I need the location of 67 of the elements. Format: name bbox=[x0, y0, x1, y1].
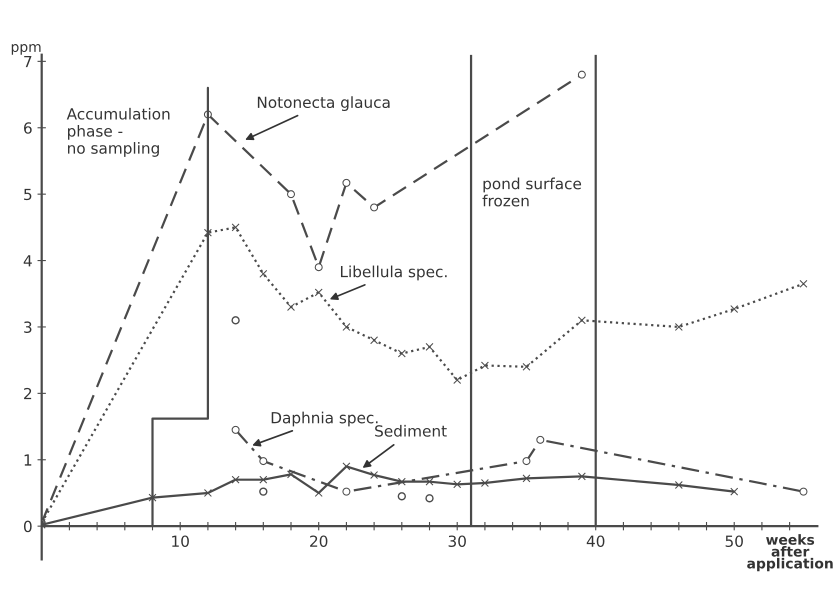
point bbox=[231, 316, 240, 324]
point bbox=[342, 488, 350, 496]
point bbox=[536, 436, 544, 444]
y-tick-label: 5 bbox=[24, 188, 32, 200]
point bbox=[578, 316, 586, 324]
point bbox=[370, 336, 378, 344]
point bbox=[730, 488, 738, 496]
x-axis-title: weeks after application bbox=[747, 534, 833, 572]
ref-line-label: pond surface frozen bbox=[482, 178, 582, 206]
point bbox=[342, 462, 350, 470]
point bbox=[674, 322, 683, 331]
point bbox=[453, 480, 462, 488]
point bbox=[426, 342, 434, 351]
point bbox=[287, 190, 295, 198]
y-tick-label: 6 bbox=[24, 122, 32, 134]
x-tick-label: 20 bbox=[310, 535, 328, 548]
y-tick-label: 1 bbox=[24, 454, 32, 466]
point bbox=[342, 178, 350, 187]
y-tick-label: 0 bbox=[24, 520, 32, 532]
point bbox=[370, 203, 378, 212]
point bbox=[799, 280, 808, 288]
x-tick-label: 40 bbox=[586, 535, 604, 548]
point bbox=[204, 228, 212, 237]
point bbox=[287, 303, 295, 312]
point bbox=[425, 494, 434, 502]
point bbox=[287, 470, 295, 478]
point bbox=[453, 376, 462, 384]
point bbox=[259, 487, 268, 496]
point bbox=[232, 426, 240, 434]
point bbox=[398, 350, 406, 358]
x-tick-label: 50 bbox=[726, 535, 743, 548]
point bbox=[204, 488, 212, 497]
y-tick-label: 4 bbox=[24, 255, 32, 266]
point bbox=[799, 488, 808, 496]
point bbox=[370, 471, 378, 480]
point bbox=[480, 361, 489, 370]
point bbox=[522, 362, 530, 371]
y-axis-title: ppm bbox=[12, 44, 41, 55]
y-tick-label: 7 bbox=[24, 56, 32, 68]
point bbox=[522, 457, 530, 466]
y-tick-label: 3 bbox=[24, 321, 32, 333]
point bbox=[578, 472, 586, 480]
x-tick-label: 30 bbox=[448, 535, 466, 548]
point bbox=[398, 492, 406, 500]
point bbox=[730, 305, 738, 314]
point bbox=[522, 474, 530, 482]
point bbox=[578, 70, 586, 79]
series-label: Libellula spec. bbox=[340, 266, 447, 280]
point bbox=[398, 478, 406, 486]
point bbox=[148, 494, 156, 502]
point bbox=[480, 479, 489, 487]
point bbox=[314, 288, 323, 296]
series-label: Daphnia spec. bbox=[272, 412, 378, 426]
point bbox=[259, 476, 268, 484]
x-tick-label: 10 bbox=[172, 535, 189, 548]
point bbox=[674, 481, 683, 489]
annotation: Accumulation phase - no sampling bbox=[66, 108, 170, 157]
point bbox=[259, 270, 268, 278]
point bbox=[259, 457, 268, 466]
point bbox=[426, 478, 434, 486]
point bbox=[232, 223, 240, 232]
text: Sediment bbox=[375, 424, 447, 437]
y-tick-label: 2 bbox=[24, 388, 32, 400]
point bbox=[314, 263, 323, 272]
point bbox=[232, 476, 240, 484]
text: Notonecta glauca bbox=[258, 96, 390, 112]
point bbox=[342, 322, 350, 331]
